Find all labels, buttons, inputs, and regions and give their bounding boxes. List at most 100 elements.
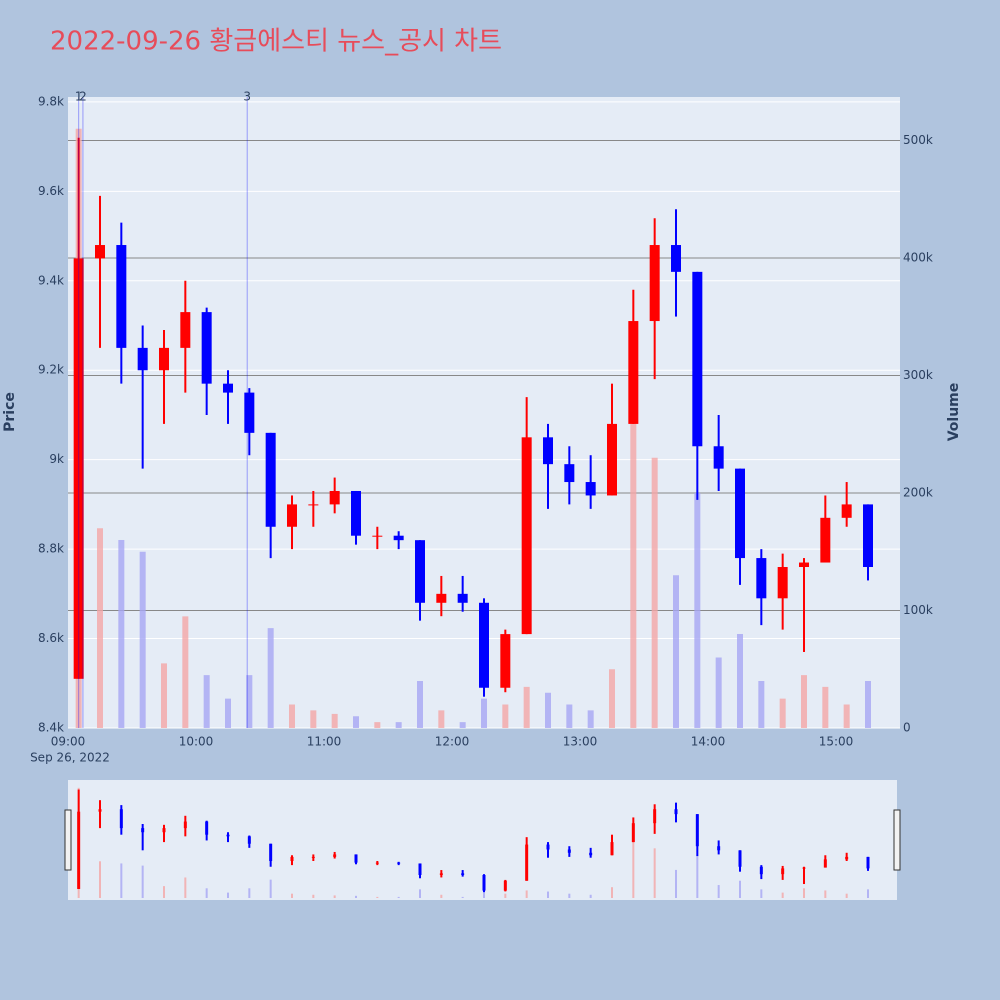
volume-bar [502,704,509,728]
x-tick-label: 12:00 [435,735,470,749]
volume-bar [248,888,251,898]
volume-bar [545,692,551,728]
volume-bar [803,888,805,898]
range-handle [64,809,72,871]
volume-bar [865,680,871,728]
volume-bar [651,457,658,728]
volume-bar [353,716,359,728]
candle-body [585,482,596,496]
volume-bar [182,616,189,728]
marker-label: 1 [75,90,83,104]
volume-bar [312,894,315,898]
volume-bar [267,628,274,728]
y2-axis-title: Volume [946,383,962,442]
candle-body [375,862,379,864]
candle-body [674,809,678,815]
volume-bar [227,892,229,898]
candle-body [781,868,785,875]
volume-bar [163,886,165,898]
candle-body [223,383,233,393]
volume-bar [760,889,763,898]
volume-bar [438,710,445,728]
x-tick-label: 11:00 [307,735,342,749]
candle-body [521,437,532,635]
volume-bar [523,686,530,728]
candle-body [226,834,230,837]
candle-body [137,347,148,371]
volume-bar [481,698,487,728]
volume-bar [867,889,869,898]
volume-bar [395,722,402,728]
candle-body [503,880,507,891]
candle-body [457,593,468,603]
candle-body [418,863,422,875]
volume-bar [675,869,677,898]
candle-body [77,811,81,889]
volume-bar [289,704,295,728]
volume-bar [374,722,381,728]
candle-body [183,821,187,829]
candle-body [333,854,337,857]
volume-bar [504,893,507,898]
candle-body [73,258,84,679]
candle-body [201,312,212,384]
candle-body [546,844,550,850]
candle-body [205,821,209,835]
volume-bar [461,896,464,898]
candle-body [415,540,425,603]
candle-body [95,245,105,259]
candle-body [653,809,657,824]
y2-tick-label: 300k [903,368,933,382]
volume-bar [632,841,635,898]
volume-bar [205,888,208,898]
candle-body [439,873,443,875]
volume-bar [739,880,741,898]
x-tick-label: 09:00 [51,735,86,749]
y-tick-label: 9.4k [38,273,64,287]
volume-bar [419,889,421,898]
candle-body [713,446,724,469]
volume-bar [673,575,679,728]
volume-bar [589,894,592,898]
candle-body [269,843,273,862]
volume-bar [587,710,594,728]
chart-title: 2022-09-26 황금에스티 뉴스_공시 차트 [50,27,502,57]
candle-body [607,423,617,496]
volume-bar [139,551,146,728]
volume-bar [291,893,293,898]
y2-tick-label: 0 [903,721,911,735]
candle-body [351,490,361,536]
candle-body [311,856,315,858]
candle-body [735,468,745,559]
candle-body [671,245,681,272]
volume-bar [333,895,336,898]
volume-bar [120,863,123,898]
candle-body [777,567,788,599]
volume-bar [225,698,231,728]
candle-body [799,562,809,568]
candle-body [354,854,358,863]
candle-body [500,634,511,688]
volume-bar [568,893,571,898]
candle-body [116,245,127,348]
candle-body [823,859,827,868]
x-tick-label: 13:00 [563,735,598,749]
candle-body [397,862,401,864]
y-tick-label: 9.8k [38,94,64,108]
volume-bar [417,680,423,728]
candle-body [308,504,319,506]
candle-body [863,504,873,568]
candle-body [525,844,529,881]
y-tick-label: 8.6k [38,631,64,645]
candle-body [290,856,294,862]
candle-body [543,437,553,465]
candle-body [649,245,660,322]
volume-bar [758,680,765,728]
candle-body [180,312,191,348]
volume-bar [459,722,466,728]
candle-body [631,823,635,843]
volume-bar [717,885,720,898]
candle-body [692,271,703,447]
candle-body [717,846,721,851]
marker-label: 3 [243,90,251,104]
